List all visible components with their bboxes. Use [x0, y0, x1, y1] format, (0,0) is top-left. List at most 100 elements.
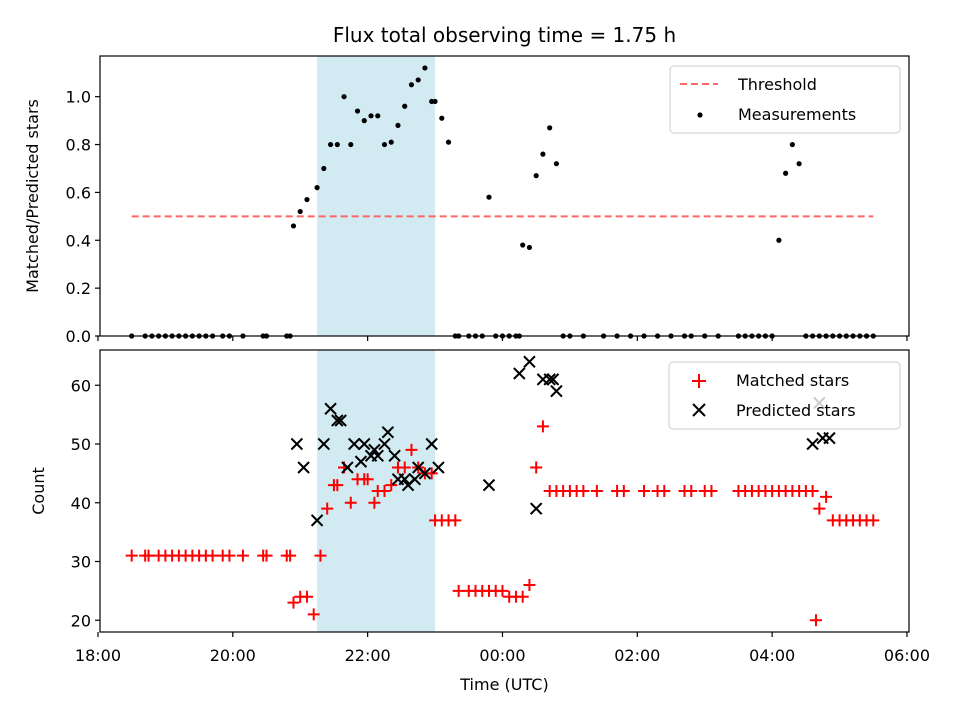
predicted-star-point: [378, 437, 391, 451]
measurement-point: [304, 196, 310, 203]
measurement-point: [486, 194, 492, 200]
matched-star-point: [809, 614, 822, 627]
measurement-point: [388, 139, 394, 145]
predicted-star-point: [290, 437, 304, 451]
predicted-star-point: [317, 437, 331, 451]
matched-star-point: [344, 496, 357, 509]
legend-measurements-label: Measurements: [738, 105, 856, 124]
matched-star-point: [206, 549, 219, 562]
predicted-star-point: [543, 373, 556, 386]
predicted-star-point: [334, 414, 347, 427]
predicted-star-point: [310, 514, 324, 527]
matched-star-point: [530, 461, 543, 474]
top-x-ticks: [97, 336, 908, 341]
legend-measurements-swatch: [697, 112, 703, 118]
predicted-star-point: [529, 502, 543, 515]
measurement-point: [439, 115, 445, 121]
legend-matched-label: Matched stars: [736, 371, 849, 390]
measurement-point: [796, 161, 802, 167]
predicted-star-point: [398, 473, 411, 486]
matched-star-point: [425, 467, 438, 480]
matched-star-point: [385, 479, 398, 492]
predicted-stars-points: [290, 355, 836, 527]
matched-star-point: [398, 461, 411, 474]
measurement-point: [533, 173, 539, 179]
measurement-point: [334, 141, 340, 148]
matched-star-point: [449, 514, 462, 527]
measurement-point: [368, 113, 374, 119]
x-axis-label: Time (UTC): [459, 675, 548, 694]
predicted-star-point: [331, 414, 344, 427]
predicted-star-point: [546, 373, 560, 386]
bottom-y-ticks: 20 30 40 50 60: [71, 376, 100, 630]
predicted-star-point: [347, 437, 361, 451]
predicted-star-point: [297, 461, 310, 474]
predicted-star-point: [823, 431, 836, 445]
top-legend-box: [669, 65, 901, 134]
matched-star-point: [590, 485, 603, 497]
bottom-y-tick-label: 30: [71, 553, 91, 572]
top-observing-span: [317, 56, 436, 336]
measurement-point: [354, 108, 361, 114]
measurement-point: [408, 82, 415, 88]
predicted-star-point: [368, 443, 381, 457]
matched-star-point: [378, 485, 391, 497]
matched-star-point: [236, 549, 249, 562]
measurement-point: [321, 165, 327, 172]
matched-star-point: [658, 485, 671, 497]
matched-stars-points: [125, 420, 880, 627]
matched-star-point: [284, 549, 297, 562]
top-y-tick-label: 0.2: [66, 279, 91, 298]
legend-predicted-label: Predicted stars: [736, 401, 856, 420]
measurement-point: [297, 208, 303, 215]
matched-star-point: [617, 485, 630, 497]
matched-star-point: [516, 590, 529, 603]
bottom-x-tick-label: 20:00: [210, 646, 256, 665]
matched-star-point: [287, 596, 300, 609]
bottom-x-tick-label: 02:00: [614, 646, 660, 665]
measurement-point: [540, 151, 546, 157]
bottom-y-tick-label: 50: [71, 435, 91, 454]
top-panel: 0.0 0.2 0.4 0.6 0.8 1.0 Matched/Predicted sta…: [23, 55, 910, 346]
bottom-legend: Matched stars Predicted stars: [668, 361, 901, 430]
measurement-point: [375, 113, 381, 119]
bottom-y-axis-label: Count: [29, 467, 48, 515]
measurement-point: [526, 244, 533, 251]
top-y-tick-label: 0.8: [66, 136, 91, 155]
measurement-point: [341, 94, 347, 100]
bottom-x-tick-label: 18:00: [75, 646, 121, 665]
predicted-star-point: [418, 467, 432, 480]
measurement-point: [553, 161, 560, 167]
predicted-star-point: [341, 461, 354, 474]
predicted-star-point: [432, 461, 445, 474]
bottom-plot-frame: [99, 349, 910, 633]
predicted-star-point: [425, 437, 438, 451]
measurement-point: [415, 77, 421, 83]
matched-star-point: [300, 590, 313, 603]
bottom-y-tick-label: 20: [71, 611, 91, 630]
measurement-point: [395, 122, 401, 129]
measurement-point: [776, 237, 782, 243]
matched-star-point: [806, 485, 819, 497]
matched-star-point: [496, 584, 509, 597]
predicted-star-point: [354, 455, 368, 468]
legend-matched-swatch: [692, 374, 706, 388]
matched-star-point: [142, 549, 155, 562]
matched-star-point: [820, 490, 833, 503]
matched-star-point: [577, 485, 590, 497]
matched-star-point: [867, 514, 880, 527]
matched-star-point: [536, 420, 549, 433]
measurement-point: [361, 118, 367, 124]
bottom-x-tick-label: 22:00: [345, 646, 391, 665]
bottom-y-tick-label: 40: [71, 494, 91, 513]
matched-star-point: [638, 485, 651, 497]
measurement-point: [783, 170, 789, 176]
top-y-ticks: 0.0 0.2 0.4 0.6 0.8 1.0: [66, 88, 100, 346]
matched-star-point: [125, 549, 138, 562]
matched-star-point: [260, 549, 273, 562]
top-y-axis-label: Matched/Predicted stars: [23, 99, 42, 293]
bottom-x-tick-label: 04:00: [749, 646, 795, 665]
matched-star-point: [307, 608, 320, 621]
measurement-point: [402, 103, 408, 109]
bottom-legend-box: [668, 361, 901, 430]
